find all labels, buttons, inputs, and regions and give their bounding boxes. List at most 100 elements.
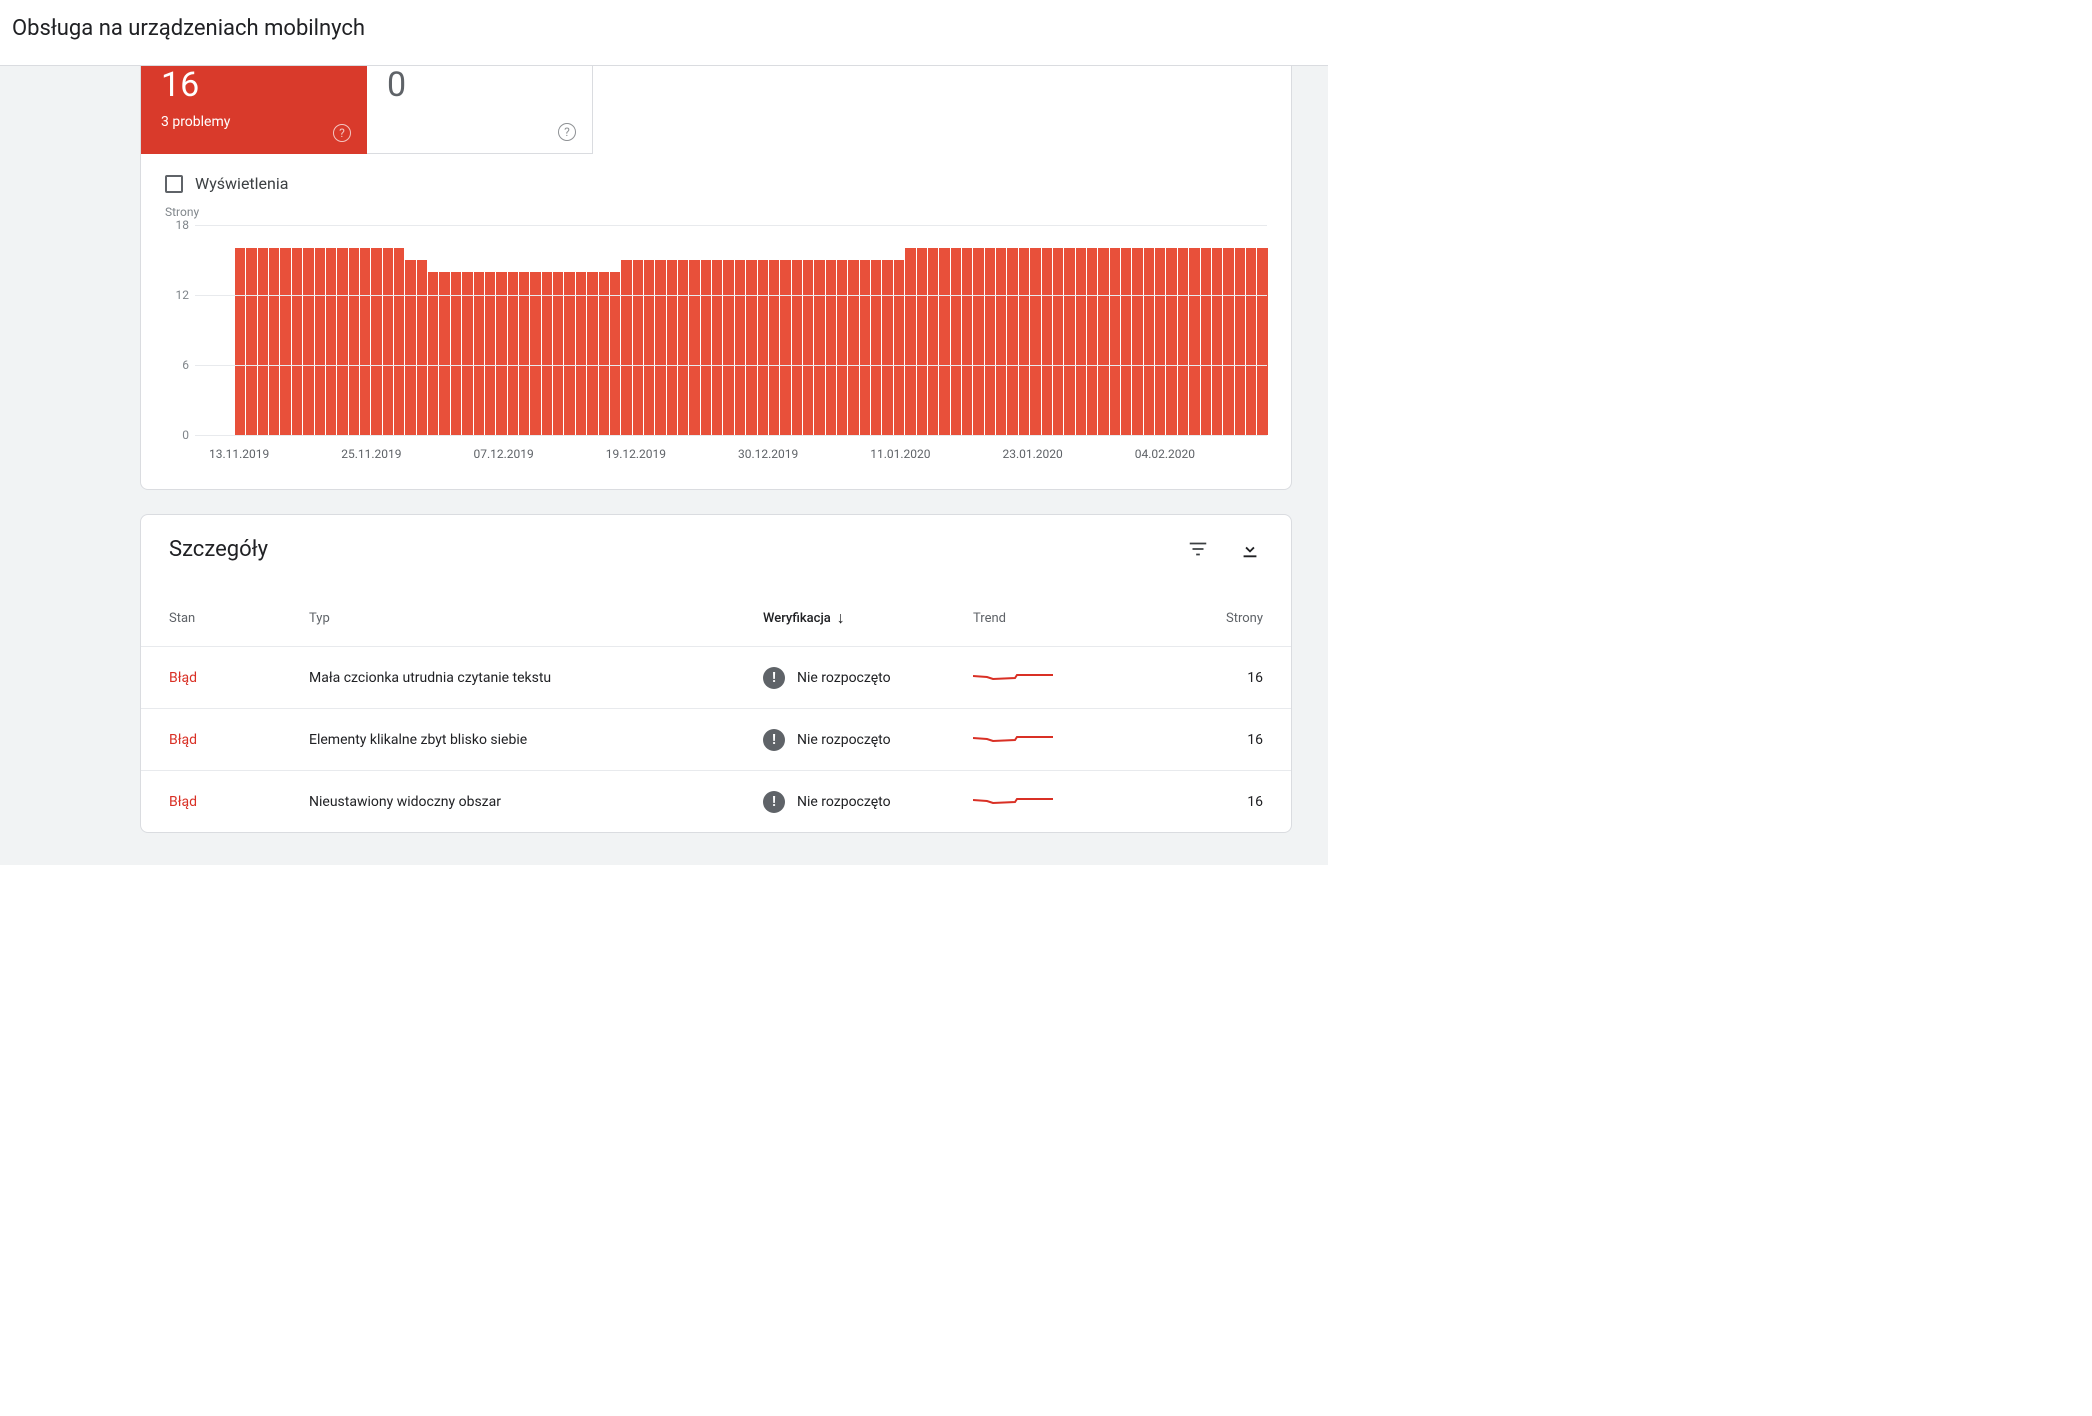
chart-bar[interactable] — [530, 272, 540, 435]
chart-bar[interactable] — [383, 248, 393, 435]
chart-bar[interactable] — [928, 248, 938, 435]
chart-bar[interactable] — [371, 248, 381, 435]
chart-bar[interactable] — [973, 248, 983, 435]
chart-bar[interactable] — [462, 272, 472, 435]
chart-bar[interactable] — [349, 248, 359, 435]
chart-bar[interactable] — [701, 260, 711, 435]
chart-bar[interactable] — [303, 248, 313, 435]
chart-bar[interactable] — [1235, 248, 1245, 435]
chart-bar[interactable] — [394, 248, 404, 435]
chart-bar[interactable] — [1087, 248, 1097, 435]
chart-bar[interactable] — [576, 272, 586, 435]
chart-bar[interactable] — [814, 260, 824, 435]
chart-bar[interactable] — [894, 260, 904, 435]
chart-bar[interactable] — [939, 248, 949, 435]
chart-bar[interactable] — [678, 260, 688, 435]
chart-bar[interactable] — [519, 272, 529, 435]
chart-bar[interactable] — [871, 260, 881, 435]
chart-bar[interactable] — [962, 248, 972, 435]
chart-bar[interactable] — [280, 248, 290, 435]
download-icon[interactable] — [1239, 538, 1263, 562]
chart-bar[interactable] — [439, 272, 449, 435]
chart-bar[interactable] — [1076, 248, 1086, 435]
chart-bar[interactable] — [882, 260, 892, 435]
chart-bar[interactable] — [1246, 248, 1256, 435]
chart-bar[interactable] — [837, 260, 847, 435]
chart-bar[interactable] — [428, 272, 438, 435]
chart-bar[interactable] — [542, 272, 552, 435]
chart-bar[interactable] — [474, 272, 484, 435]
chart-bar[interactable] — [723, 260, 733, 435]
chart-bar[interactable] — [1053, 248, 1063, 435]
chart-bar[interactable] — [1178, 248, 1188, 435]
chart-bar[interactable] — [1155, 248, 1165, 435]
chart-bar[interactable] — [689, 260, 699, 435]
chart-bar[interactable] — [1144, 248, 1154, 435]
chart-bar[interactable] — [553, 272, 563, 435]
chart-bar[interactable] — [860, 260, 870, 435]
chart-bar[interactable] — [610, 272, 620, 435]
chart-bar[interactable] — [712, 260, 722, 435]
chart-bar[interactable] — [1223, 248, 1233, 435]
chart-bar[interactable] — [644, 260, 654, 435]
chart-bar[interactable] — [246, 248, 256, 435]
chart-bar[interactable] — [769, 260, 779, 435]
chart-bar[interactable] — [258, 248, 268, 435]
chart-bar[interactable] — [315, 248, 325, 435]
chart-bar[interactable] — [496, 272, 506, 435]
chart-bar[interactable] — [848, 260, 858, 435]
chart-bar[interactable] — [417, 260, 427, 435]
summary-tile-error[interactable]: 16 3 problemy ? — [141, 66, 367, 154]
chart-bar[interactable] — [735, 260, 745, 435]
chart-bar[interactable] — [780, 260, 790, 435]
help-icon[interactable]: ? — [333, 124, 351, 142]
chart-bar[interactable] — [655, 260, 665, 435]
chart-bar[interactable] — [599, 272, 609, 435]
checkbox-icon[interactable] — [165, 175, 183, 193]
chart-bar[interactable] — [235, 248, 245, 435]
chart-bar[interactable] — [667, 260, 677, 435]
chart-bar[interactable] — [1189, 248, 1199, 435]
chart-bar[interactable] — [633, 260, 643, 435]
chart-bar[interactable] — [1212, 248, 1222, 435]
chart-bar[interactable] — [1201, 248, 1211, 435]
chart-bar[interactable] — [1030, 248, 1040, 435]
chart-bar[interactable] — [360, 248, 370, 435]
chart-bar[interactable] — [292, 248, 302, 435]
table-row[interactable]: BłądElementy klikalne zbyt blisko siebie… — [141, 708, 1291, 770]
chart-bar[interactable] — [1019, 248, 1029, 435]
chart-bar[interactable] — [508, 272, 518, 435]
chart-bar[interactable] — [1042, 248, 1052, 435]
chart-bar[interactable] — [485, 272, 495, 435]
chart-bar[interactable] — [951, 248, 961, 435]
chart-bar[interactable] — [1257, 248, 1267, 435]
chart-bar[interactable] — [996, 248, 1006, 435]
chart-bar[interactable] — [451, 272, 461, 435]
chart-bar[interactable] — [269, 248, 279, 435]
chart-bar[interactable] — [985, 248, 995, 435]
impressions-toggle[interactable]: Wyświetlenia — [141, 154, 1291, 197]
chart-bar[interactable] — [746, 260, 756, 435]
chart-bar[interactable] — [326, 248, 336, 435]
chart-bar[interactable] — [1098, 248, 1108, 435]
chart-bar[interactable] — [905, 248, 915, 435]
chart-bar[interactable] — [1166, 248, 1176, 435]
chart-bar[interactable] — [587, 272, 597, 435]
chart-bar[interactable] — [758, 260, 768, 435]
table-row[interactable]: BłądNieustawiony widoczny obszar!Nie roz… — [141, 770, 1291, 832]
chart-bar[interactable] — [621, 260, 631, 435]
chart-bar[interactable] — [917, 248, 927, 435]
chart-bar[interactable] — [1110, 248, 1120, 435]
chart-bar[interactable] — [803, 260, 813, 435]
chart-bar[interactable] — [1064, 248, 1074, 435]
help-icon[interactable]: ? — [558, 123, 576, 141]
filter-icon[interactable] — [1187, 538, 1211, 562]
summary-tile-valid[interactable]: 0 ? — [367, 66, 593, 154]
chart-bar[interactable] — [792, 260, 802, 435]
chart-bar[interactable] — [1121, 248, 1131, 435]
col-verification[interactable]: Weryfikacja ↓ — [763, 608, 973, 628]
chart-bar[interactable] — [1132, 248, 1142, 435]
chart-bar[interactable] — [564, 272, 574, 435]
chart-bar[interactable] — [405, 260, 415, 435]
chart-bar[interactable] — [826, 260, 836, 435]
